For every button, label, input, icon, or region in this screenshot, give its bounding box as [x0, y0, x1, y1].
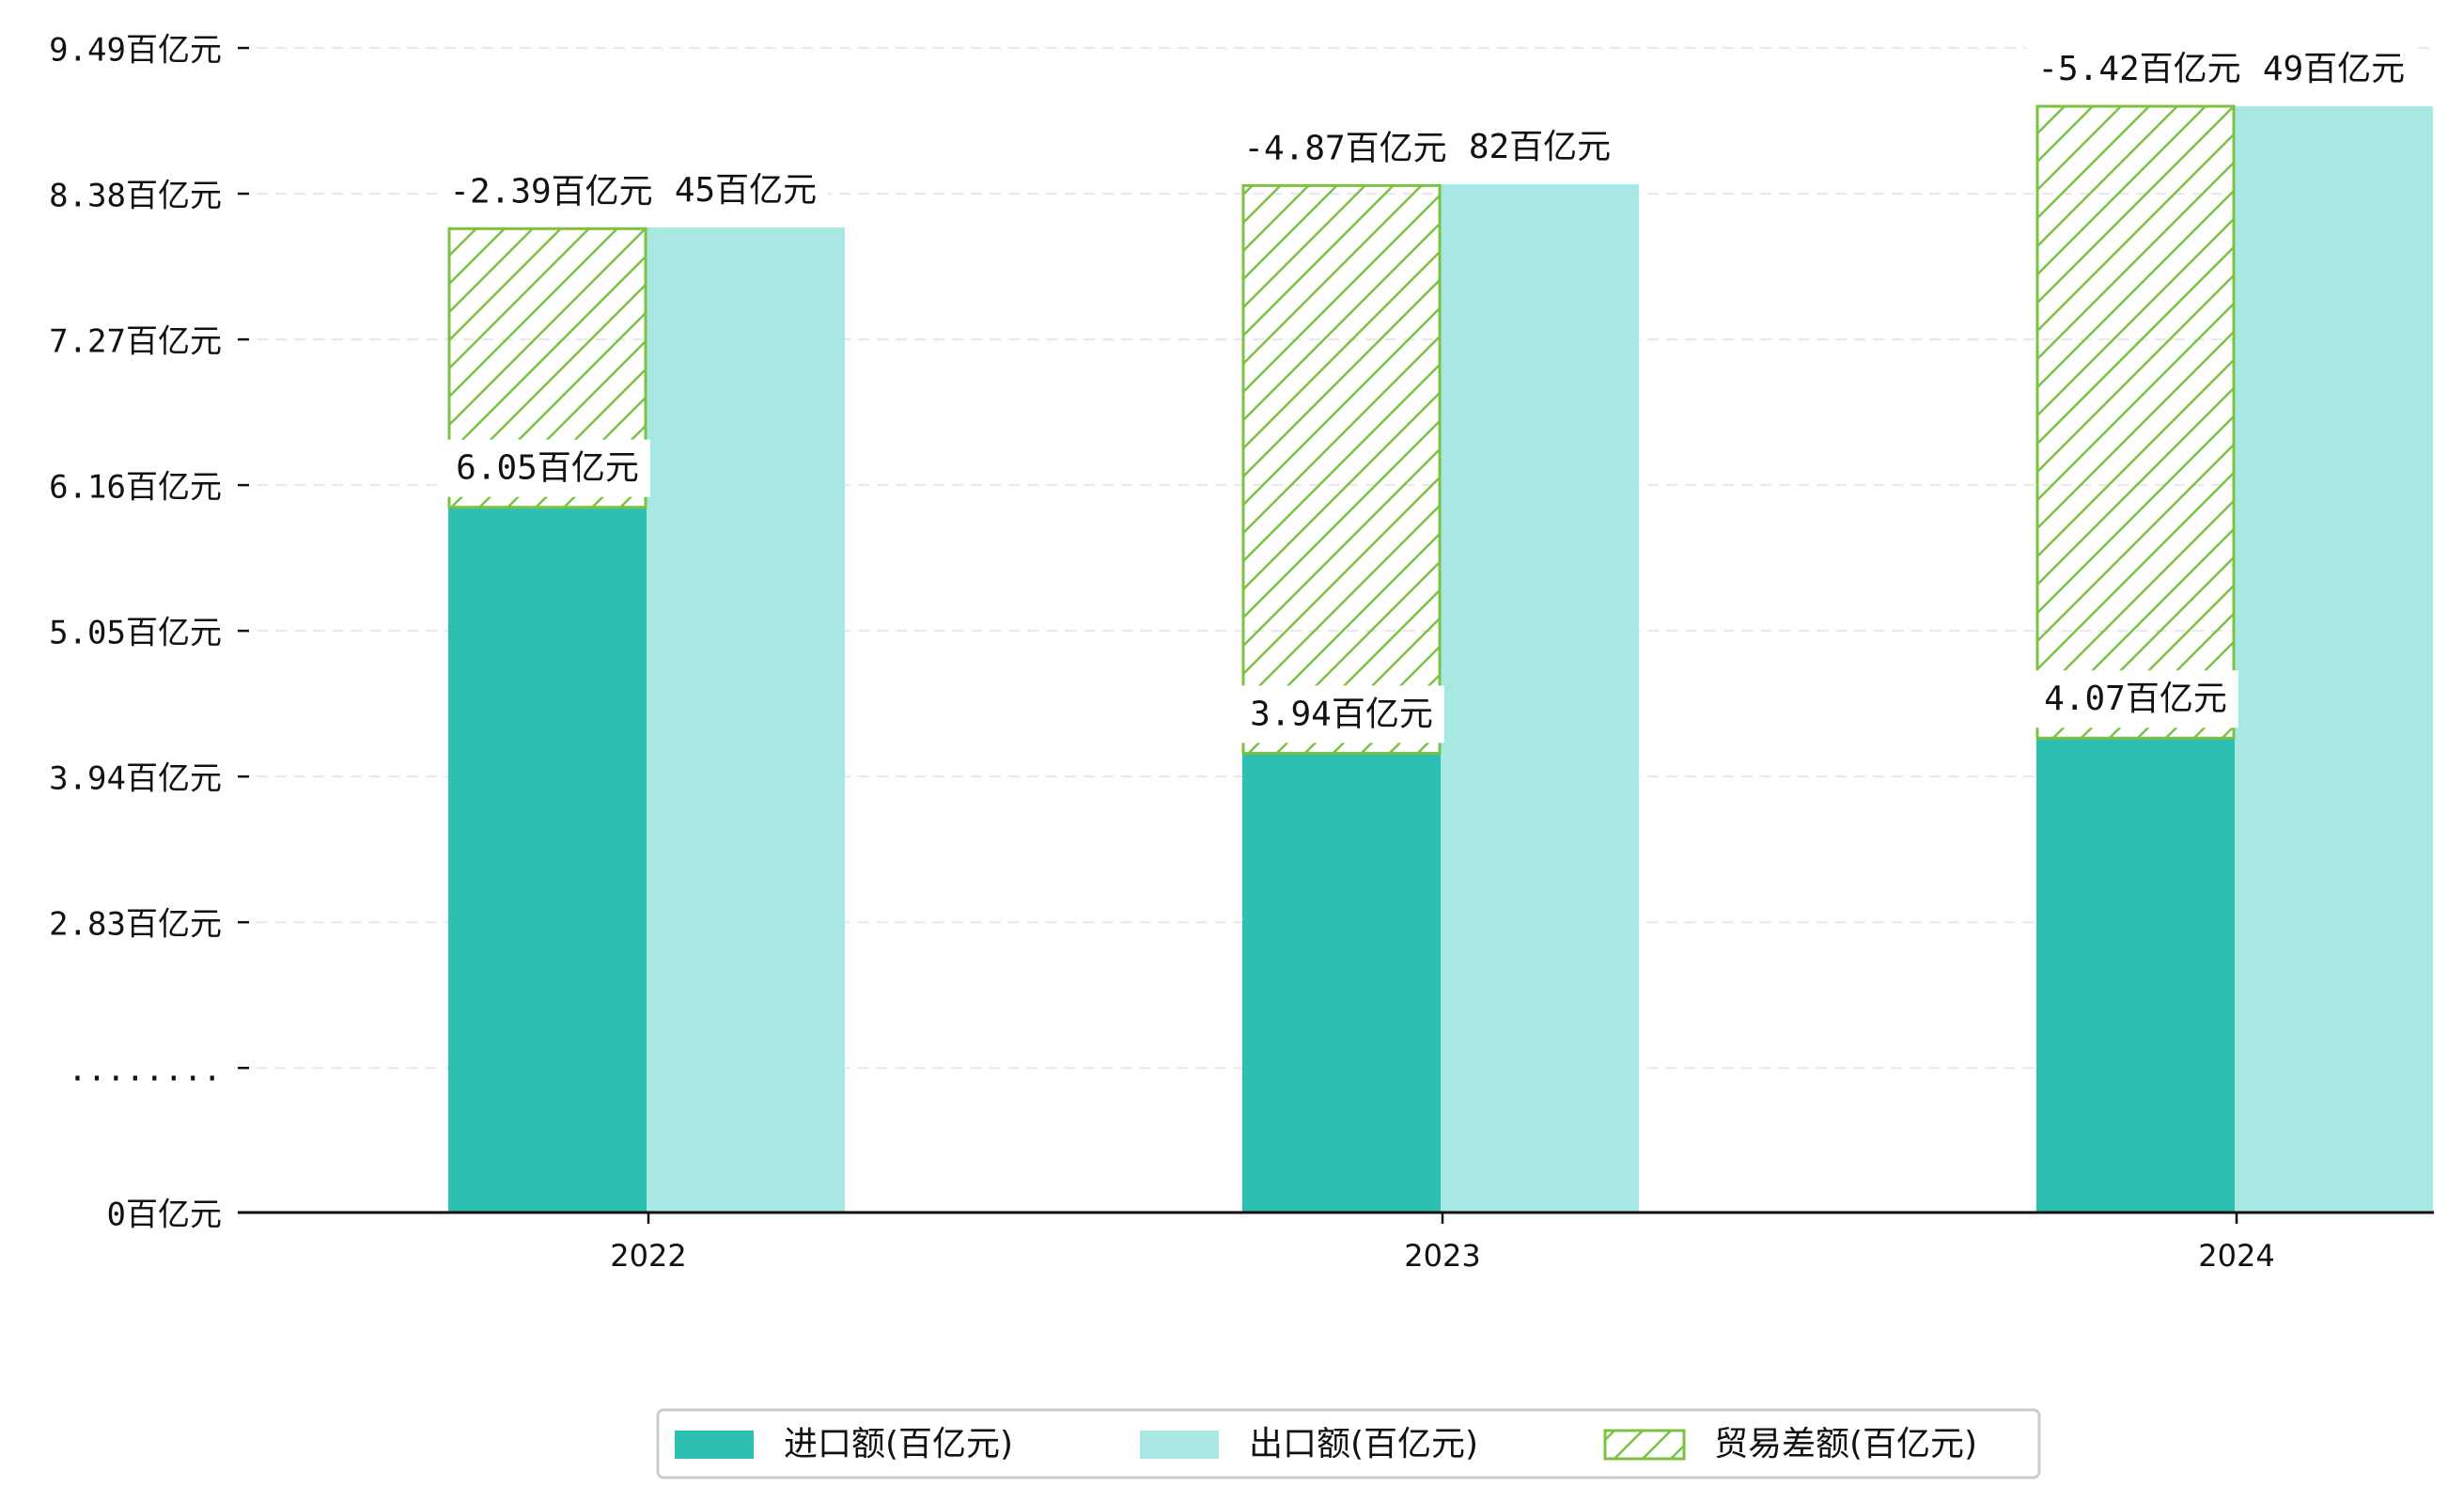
- export-value-label-group: 82百亿元: [1457, 118, 1623, 177]
- legend-swatch: [1140, 1431, 1219, 1459]
- legend-swatch: [1603, 1429, 1686, 1461]
- legend-label: 出口额(百亿元): [1249, 1425, 1478, 1463]
- balance-value-label-group: -2.39百亿元: [438, 163, 664, 221]
- export-value-label: 45百亿元: [675, 171, 817, 210]
- axes: 0百亿元........ 2.83百亿元 3.94百亿元 5.05百亿元 6.16百亿元…: [49, 32, 2434, 1274]
- import-value-label-group: 4.07百亿元: [2033, 670, 2238, 728]
- y-tick-label: 7.27百亿元: [49, 323, 222, 361]
- balance-value-label: -4.87百亿元: [1243, 129, 1446, 167]
- export-value-label-group: 49百亿元: [2251, 40, 2417, 99]
- balance-value-label: -2.39百亿元: [449, 172, 652, 211]
- import-value-label-background: [1239, 685, 1444, 743]
- bars: [447, 104, 2433, 1213]
- balance-value-label-background: [2026, 40, 2253, 99]
- import-value-label-group: 6.05百亿元: [444, 439, 650, 497]
- legend-item-export: 出口额(百亿元): [1140, 1425, 1478, 1463]
- export-value-label-group: 45百亿元: [663, 162, 829, 220]
- import-value-label: 6.05百亿元: [456, 449, 639, 488]
- export-value-label-background: [1457, 118, 1623, 177]
- import-bar: [1242, 753, 1441, 1213]
- legend-item-import: 进口额(百亿元): [675, 1425, 1013, 1463]
- legend-item-balance: 贸易差额(百亿元): [1603, 1425, 1977, 1463]
- balance-value-label-group: -4.87百亿元: [1232, 119, 1458, 178]
- import-value-label-background: [2033, 670, 2238, 728]
- trade-balance-bar: [1241, 183, 1442, 755]
- export-value-label-background: [663, 162, 829, 220]
- y-tick-label: 6.16百亿元: [49, 469, 222, 507]
- export-bar: [2235, 106, 2433, 1213]
- balance-value-label: -5.42百亿元: [2037, 50, 2240, 88]
- x-tick-label: 2023: [1404, 1238, 1480, 1274]
- export-value-label: 49百亿元: [2263, 50, 2405, 88]
- legend-box: [656, 1408, 2041, 1479]
- y-tick-label: 0百亿元: [107, 1197, 222, 1234]
- export-value-label: 82百亿元: [1469, 128, 1611, 166]
- legend: 进口额(百亿元) 出口额(百亿元) 贸易差额(百亿元): [656, 1408, 2041, 1479]
- legend-swatch: [675, 1431, 754, 1459]
- balance-value-label-background: [438, 163, 664, 221]
- export-value-label-background: [2251, 40, 2417, 99]
- export-bar: [1441, 184, 1639, 1213]
- import-value-label: 4.07百亿元: [2044, 680, 2227, 718]
- x-tick-label: 2024: [2198, 1238, 2274, 1274]
- legend-label: 贸易差额(百亿元): [1714, 1425, 1977, 1463]
- y-tick-label: ........: [68, 1052, 222, 1089]
- data-labels: 6.05百亿元 -2.39百亿元 45百亿元 3.94百亿元 -4.87百亿元 82百亿元…: [438, 40, 2417, 743]
- x-tick-label: 2022: [610, 1238, 686, 1274]
- y-tick-label: 9.49百亿元: [49, 32, 222, 70]
- y-tick-label: 3.94百亿元: [49, 760, 222, 798]
- import-bar: [448, 507, 647, 1213]
- import-value-label: 3.94百亿元: [1250, 695, 1433, 733]
- y-tick-label: 5.05百亿元: [49, 615, 222, 652]
- y-tick-label: 8.38百亿元: [49, 178, 222, 215]
- balance-value-label-background: [1232, 119, 1458, 178]
- export-bar: [647, 227, 845, 1213]
- import-bar: [2036, 738, 2235, 1213]
- legend-label: 进口额(百亿元): [784, 1425, 1013, 1463]
- trade-balance-bar: [2035, 104, 2236, 740]
- y-tick-label: 2.83百亿元: [49, 906, 222, 944]
- balance-value-label-group: -5.42百亿元: [2026, 40, 2253, 99]
- import-value-label-background: [444, 439, 650, 497]
- import-value-label-group: 3.94百亿元: [1239, 685, 1444, 743]
